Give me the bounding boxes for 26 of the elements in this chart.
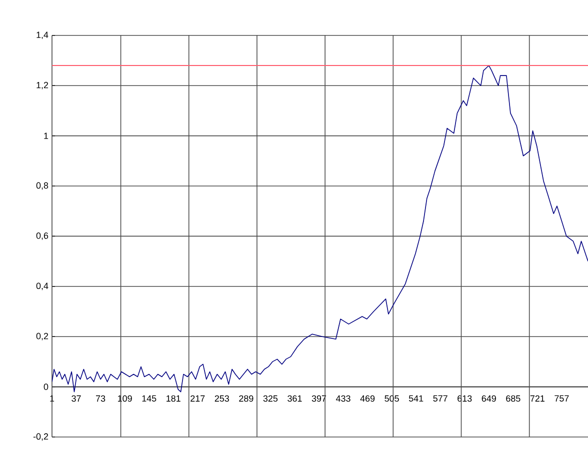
x-tick-label: 721	[530, 395, 544, 402]
y-tick-label: 1	[44, 132, 48, 139]
x-tick-label: 361	[288, 395, 302, 402]
x-tick-label: 469	[360, 395, 375, 402]
y-tick-label: 1,4	[36, 32, 48, 40]
x-tick-label: 649	[482, 395, 496, 402]
x-tick-label: 73	[96, 395, 106, 402]
x-tick-label: 253	[214, 395, 229, 402]
x-tick-label: 217	[190, 395, 205, 402]
y-tick-label: 0,2	[36, 332, 48, 340]
y-tick-label: 1,2	[36, 82, 48, 90]
x-tick-label: 757	[554, 395, 569, 402]
x-tick-label: 181	[166, 395, 180, 402]
y-tick-label: 0,8	[36, 182, 48, 190]
y-tick-label: 0,6	[36, 232, 48, 240]
y-tick-label: -0,2	[33, 433, 48, 441]
x-tick-label: 325	[263, 395, 278, 402]
x-tick-label: 289	[239, 395, 254, 402]
x-tick-label: 37	[72, 395, 81, 402]
x-tick-label: 577	[433, 395, 448, 402]
y-tick-label: 0	[44, 384, 48, 390]
x-tick-label: 433	[336, 395, 350, 402]
x-tick-label: 541	[408, 395, 424, 402]
x-tick-label: 145	[142, 395, 156, 402]
y-tick-label: 0,4	[36, 282, 48, 290]
x-tick-label: 685	[506, 395, 520, 402]
